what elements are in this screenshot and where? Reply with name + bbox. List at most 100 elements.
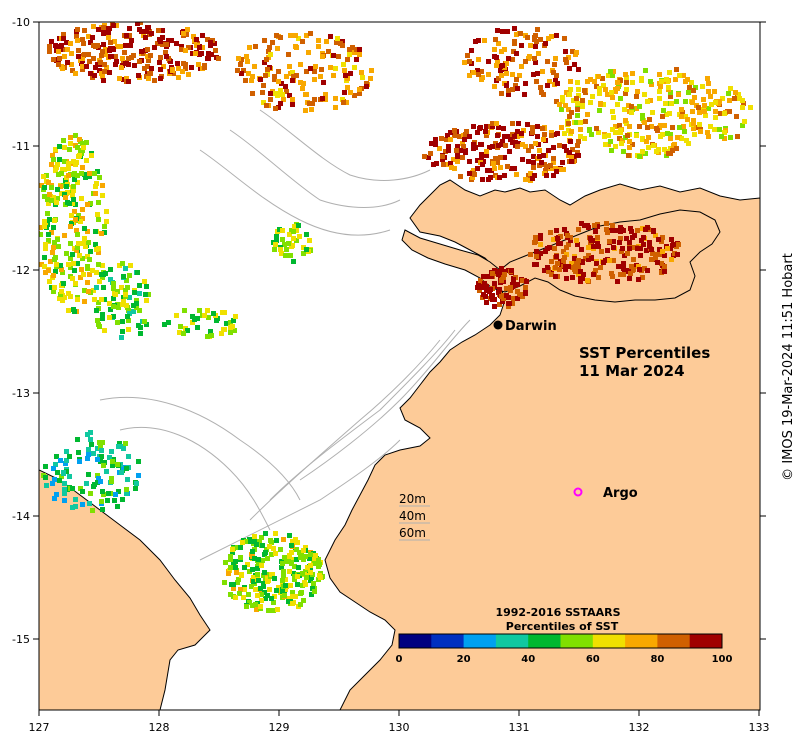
sst-pixel (266, 49, 271, 54)
sst-pixel (208, 329, 213, 334)
sst-pixel (237, 591, 242, 596)
sst-pixel (106, 491, 111, 496)
sst-pixel (651, 143, 656, 148)
sst-pixel (517, 73, 522, 78)
sst-pixel (213, 48, 218, 53)
sst-pixel (469, 48, 474, 53)
sst-pixel (70, 201, 75, 206)
sst-pixel (531, 165, 536, 170)
sst-pixel (681, 124, 686, 129)
sst-pixel (127, 33, 132, 38)
sst-pixel (563, 103, 568, 108)
sst-pixel (202, 313, 207, 318)
sst-pixel (95, 62, 100, 67)
sst-pixel (82, 288, 87, 293)
sst-pixel (510, 72, 515, 77)
sst-pixel (113, 292, 118, 297)
sst-pixel (278, 547, 283, 552)
sst-pixel (240, 540, 245, 545)
sst-pixel (238, 555, 243, 560)
sst-pixel (95, 446, 100, 451)
sst-pixel (83, 244, 88, 249)
sst-pixel (287, 93, 292, 98)
sst-pixel (263, 531, 268, 536)
sst-pixel (692, 132, 697, 137)
sst-pixel (96, 322, 101, 327)
sst-pixel (462, 137, 467, 142)
sst-pixel (667, 70, 672, 75)
sst-pixel (293, 537, 298, 542)
sst-pixel (256, 578, 261, 583)
sst-pixel (75, 173, 80, 178)
sst-pixel (620, 246, 625, 251)
sst-pixel (585, 112, 590, 117)
sst-pixel (301, 548, 306, 553)
sst-pixel (51, 466, 56, 471)
sst-pixel (674, 99, 679, 104)
sst-pixel (103, 271, 108, 276)
sst-pixel (606, 133, 611, 138)
sst-pixel (562, 144, 567, 149)
sst-pixel (53, 168, 58, 173)
sst-pixel (111, 281, 116, 286)
sst-pixel (71, 184, 76, 189)
sst-pixel (661, 108, 666, 113)
sst-pixel (615, 102, 620, 107)
sst-pixel (296, 36, 301, 41)
sst-pixel (267, 587, 272, 592)
sst-pixel (280, 561, 285, 566)
sst-pixel (718, 111, 723, 116)
sst-pixel (142, 66, 147, 71)
sst-pixel (640, 116, 645, 121)
sst-pixel (573, 264, 578, 269)
sst-pixel (495, 269, 500, 274)
sst-pixel (681, 73, 686, 78)
sst-pixel (317, 562, 322, 567)
sst-pixel (696, 105, 701, 110)
sst-pixel (357, 91, 362, 96)
sst-pixel (89, 153, 94, 158)
lat-tick-label: -15 (12, 633, 30, 646)
sst-pixel (312, 97, 317, 102)
sst-pixel (98, 459, 103, 464)
colorbar-bins (399, 634, 723, 648)
sst-pixel (605, 248, 610, 253)
sst-pixel (62, 192, 67, 197)
sst-pixel (107, 315, 112, 320)
sst-pixel (137, 59, 142, 64)
sst-pixel (647, 244, 652, 249)
bathymetry-contours (99, 109, 471, 561)
sst-pixel (124, 76, 129, 81)
sst-pixel (575, 101, 580, 106)
sst-pixel (74, 34, 79, 39)
sst-pixel (61, 281, 66, 286)
sst-pixel (66, 173, 71, 178)
sst-pixel (576, 265, 581, 270)
sst-pixel (73, 133, 78, 138)
sst-pixel (713, 109, 718, 114)
sst-pixel (484, 124, 489, 129)
sst-pixel (662, 253, 667, 258)
sst-pixel (508, 288, 513, 293)
sst-pixel (627, 139, 632, 144)
sst-pixel (156, 28, 161, 33)
sst-pixel (102, 224, 107, 229)
sst-pixel (705, 130, 710, 135)
sst-pixel (512, 166, 517, 171)
sst-pixel (564, 252, 569, 257)
lon-tick-label: 133 (749, 721, 770, 734)
sst-pixel (518, 31, 523, 36)
sst-pixel (601, 260, 606, 265)
sst-pixel (303, 92, 308, 97)
sst-pixel (479, 77, 484, 82)
sst-pixel (138, 331, 143, 336)
sst-pixel (146, 58, 151, 63)
sst-pixel (624, 87, 629, 92)
sst-pixel (186, 45, 191, 50)
sst-pixel (622, 107, 627, 112)
sst-pixel (87, 59, 92, 64)
sst-pixel (209, 52, 214, 57)
sst-pixel (663, 101, 668, 106)
sst-pixel (43, 242, 48, 247)
sst-pixel (482, 38, 487, 43)
